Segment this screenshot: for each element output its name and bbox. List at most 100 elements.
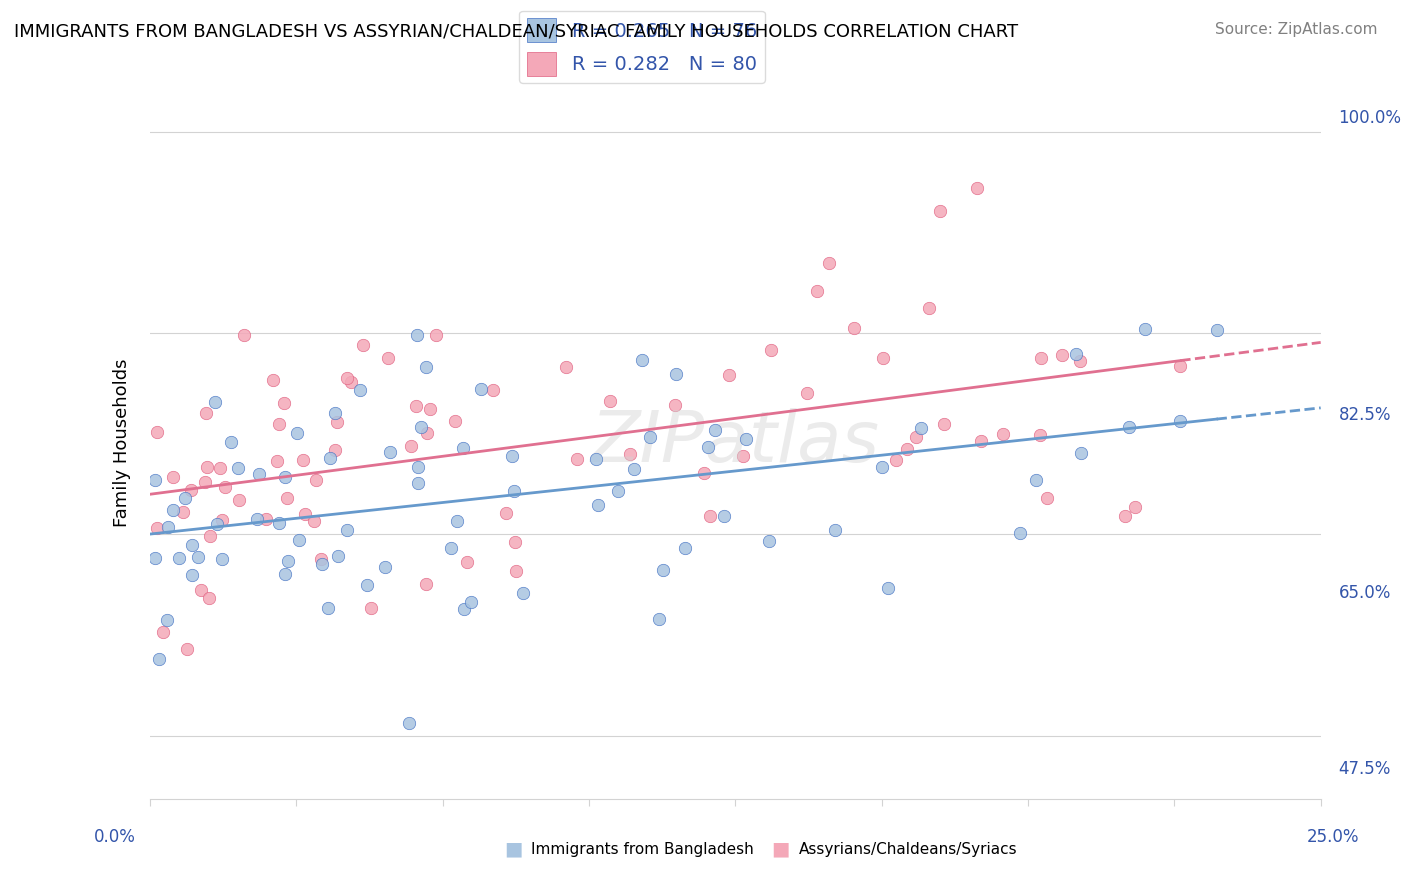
Point [495,506,517,520]
Point [503,534,526,549]
Point [1064,347,1087,361]
Point [326,415,349,429]
Point [214,480,236,494]
Point [623,462,645,476]
Point [1025,474,1047,488]
Point [842,321,865,335]
Point [205,516,228,531]
Point [761,343,783,357]
Point [425,327,447,342]
Point [377,351,399,366]
Point [1170,359,1192,374]
Point [444,414,467,428]
Point [273,396,295,410]
Point [905,429,928,443]
Point [806,284,828,298]
Point [349,383,371,397]
Point [440,541,463,555]
Point [360,601,382,615]
Point [503,484,526,499]
Point [470,382,492,396]
Point [652,564,675,578]
Point [197,460,219,475]
Point [228,493,250,508]
Point [319,451,342,466]
Point [309,552,332,566]
Point [323,406,346,420]
Text: 65.0%: 65.0% [1339,584,1391,602]
Point [409,419,432,434]
Point [277,554,299,568]
Point [194,475,217,490]
Point [481,383,503,397]
Point [352,338,374,352]
Point [143,473,166,487]
Point [1168,414,1191,428]
Point [254,511,277,525]
Point [146,521,169,535]
Point [1029,351,1052,366]
Point [156,613,179,627]
Point [446,514,468,528]
Point [619,447,641,461]
Point [555,360,578,375]
Text: 0.0%: 0.0% [94,828,136,846]
Point [336,523,359,537]
Point [870,460,893,475]
Point [910,420,932,434]
Point [588,498,610,512]
Point [187,549,209,564]
Point [1125,500,1147,514]
Point [453,602,475,616]
Text: ZIPatlas: ZIPatlas [591,408,880,477]
Point [647,612,669,626]
Point [886,453,908,467]
Point [1205,323,1227,337]
Point [180,567,202,582]
Point [305,473,328,487]
Point [451,441,474,455]
Point [233,327,256,342]
Point [336,371,359,385]
Point [162,470,184,484]
Text: IMMIGRANTS FROM BANGLADESH VS ASSYRIAN/CHALDEAN/SYRIAC FAMILY HOUSEHOLDS CORRELA: IMMIGRANTS FROM BANGLADESH VS ASSYRIAN/C… [14,22,1018,40]
Point [697,440,720,454]
Point [796,386,818,401]
Y-axis label: Family Households: Family Households [114,359,131,527]
Text: 82.5%: 82.5% [1339,406,1391,424]
Point [673,541,696,555]
Point [211,552,233,566]
Point [226,461,249,475]
Text: 25.0%: 25.0% [1306,828,1360,846]
Point [758,533,780,548]
Point [274,566,297,581]
Point [180,483,202,497]
Point [221,434,243,449]
Point [599,393,621,408]
Point [1114,509,1136,524]
Point [415,425,437,440]
Point [630,353,652,368]
Point [285,425,308,440]
Point [824,523,846,537]
Text: Source: ZipAtlas.com: Source: ZipAtlas.com [1215,22,1378,37]
Point [269,417,291,431]
Legend: R = 0.265   N = 76, R = 0.282   N = 80: R = 0.265 N = 76, R = 0.282 N = 80 [519,11,765,83]
Point [1118,419,1140,434]
Point [699,509,721,524]
Point [195,406,218,420]
Text: ■: ■ [503,839,523,859]
Point [172,505,194,519]
Point [176,641,198,656]
Point [173,491,195,506]
Point [1035,491,1057,505]
Point [208,460,231,475]
Point [146,425,169,440]
Point [934,417,956,431]
Point [378,445,401,459]
Text: Assyrians/Chaldeans/Syriacs: Assyrians/Chaldeans/Syriacs [799,842,1017,856]
Point [323,443,346,458]
Point [180,538,202,552]
Point [190,583,212,598]
Point [1070,445,1092,459]
